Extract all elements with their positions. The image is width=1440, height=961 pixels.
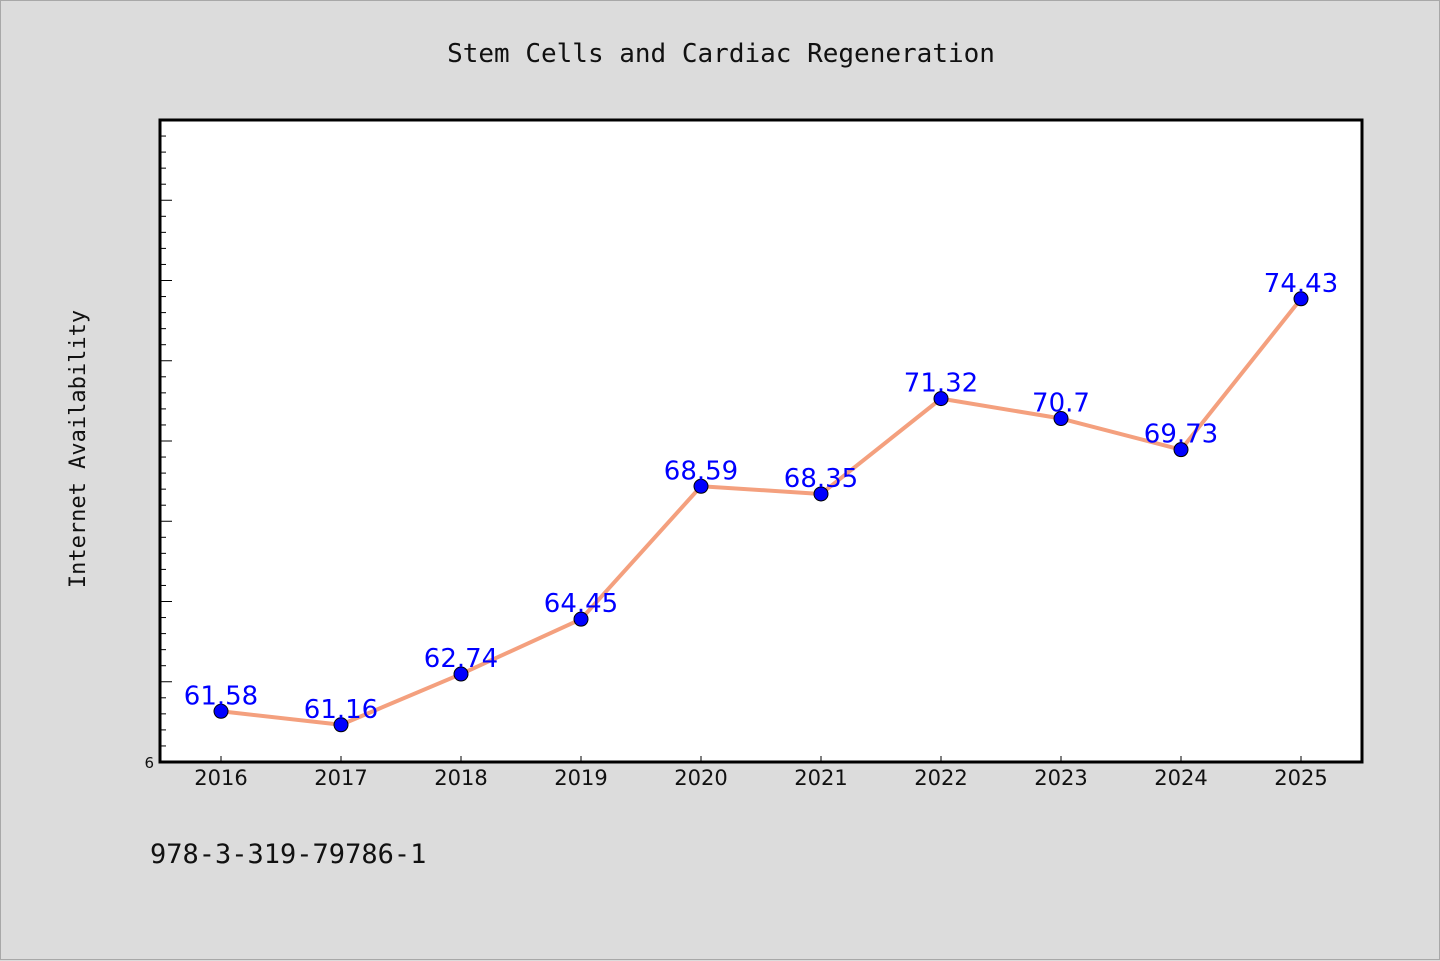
x-axis-ticks: 2016 2017 2018 2019 2020 2021 2022 2023 2024 2025 [194,756,1328,790]
x-tick-label: 2024 [1154,766,1207,790]
x-tick-label: 2019 [554,766,607,790]
data-label: 64.45 [544,589,618,619]
y-axis-ticks: 6 [144,135,172,772]
data-point [813,486,829,502]
data-label: 61.16 [304,695,378,725]
data-point [693,478,709,494]
data-label: 68.59 [664,456,738,486]
data-point [933,391,949,407]
x-tick-label: 2020 [674,766,727,790]
y-axis-label: Internet Availability [66,310,91,588]
data-point [333,717,349,733]
data-point [213,703,229,719]
data-labels: 61.58 61.16 62.74 64.45 68.59 68.35 71.32 70.7 6… [184,269,1338,725]
data-label: 71.32 [904,369,978,399]
x-tick-label: 2021 [794,766,847,790]
chart-title: Stem Cells and Cardiac Regeneration [447,39,995,69]
data-label: 70.7 [1032,389,1090,419]
y-tick-label: 6 [144,754,154,772]
data-point [1293,291,1309,307]
data-label: 62.74 [424,644,498,674]
data-label: 68.35 [784,464,858,494]
data-point [1173,442,1189,458]
x-tick-label: 2016 [194,766,247,790]
x-tick-label: 2023 [1034,766,1087,790]
footer-isbn: 978-3-319-79786-1 [150,839,426,870]
data-markers [213,291,1309,733]
series-lines [219,296,1303,727]
x-tick-label: 2022 [914,766,967,790]
data-point [1053,411,1069,427]
data-label: 74.43 [1264,269,1338,299]
data-point [453,666,469,682]
data-label: 61.58 [184,681,258,711]
series-line [219,296,1303,727]
data-label: 69.73 [1144,420,1218,450]
x-tick-label: 2017 [314,766,367,790]
x-tick-label: 2018 [434,766,487,790]
x-tick-label: 2025 [1274,766,1327,790]
data-point [573,611,589,627]
plot-area [158,118,1364,764]
